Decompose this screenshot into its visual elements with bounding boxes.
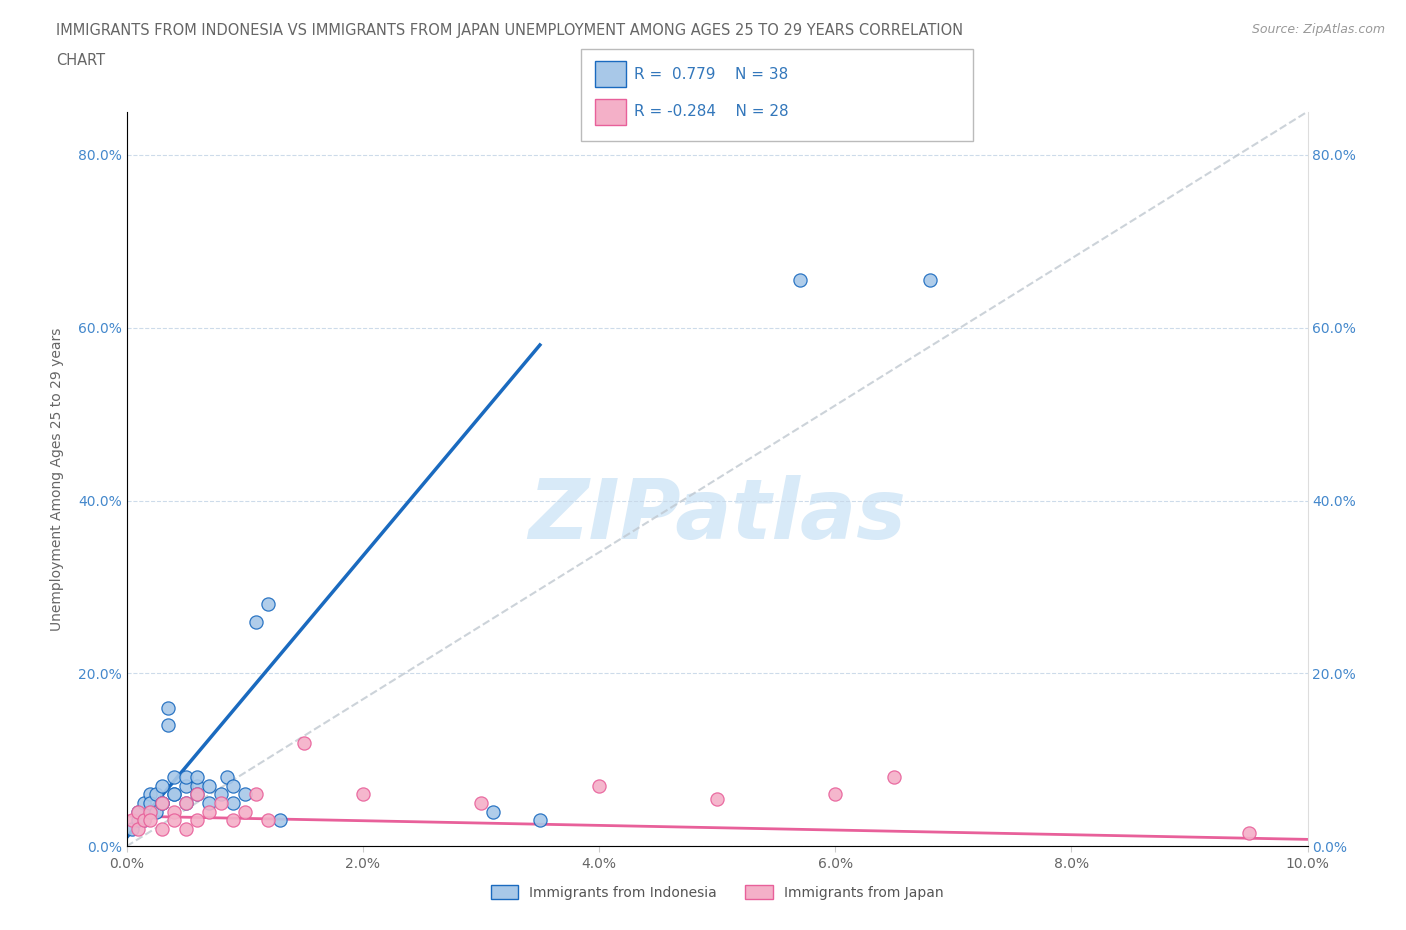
Point [163, 813, 186, 828]
Point [150, 796, 173, 811]
Point [918, 272, 941, 287]
Point [215, 770, 238, 785]
Point [127, 804, 149, 819]
Point [529, 813, 551, 828]
Point [121, 813, 143, 828]
Point [209, 787, 232, 802]
Point [588, 778, 610, 793]
Point [139, 813, 162, 828]
Point [209, 796, 232, 811]
Point [292, 735, 315, 750]
Point [145, 787, 167, 802]
Point [883, 770, 905, 785]
Text: CHART: CHART [56, 53, 105, 68]
Point [269, 813, 291, 828]
Point [156, 718, 179, 733]
Point [174, 796, 197, 811]
Point [222, 813, 245, 828]
Text: R = -0.284    N = 28: R = -0.284 N = 28 [634, 104, 789, 119]
Point [139, 787, 162, 802]
Point [156, 700, 179, 715]
Point [222, 796, 245, 811]
Point [186, 778, 208, 793]
Point [245, 614, 267, 629]
Point [233, 787, 256, 802]
Point [174, 770, 197, 785]
Point [145, 804, 167, 819]
Text: ZIPatlas: ZIPatlas [529, 475, 905, 556]
Point [139, 804, 162, 819]
Text: IMMIGRANTS FROM INDONESIA VS IMMIGRANTS FROM JAPAN UNEMPLOYMENT AMONG AGES 25 TO: IMMIGRANTS FROM INDONESIA VS IMMIGRANTS … [56, 23, 963, 38]
Point [174, 821, 197, 836]
Point [139, 796, 162, 811]
Text: R =  0.779    N = 38: R = 0.779 N = 38 [634, 67, 789, 82]
Point [150, 796, 173, 811]
Point [163, 770, 186, 785]
Point [163, 787, 186, 802]
Legend: Immigrants from Indonesia, Immigrants from Japan: Immigrants from Indonesia, Immigrants fr… [485, 880, 949, 906]
Point [1237, 826, 1260, 841]
Point [481, 804, 503, 819]
Point [150, 796, 173, 811]
Point [127, 813, 149, 828]
Point [706, 791, 728, 806]
Point [789, 272, 811, 287]
Point [824, 787, 846, 802]
Point [121, 821, 143, 836]
Point [257, 813, 280, 828]
Point [233, 804, 256, 819]
Point [257, 597, 280, 612]
Point [150, 778, 173, 793]
Point [134, 813, 156, 828]
Point [198, 804, 221, 819]
Point [163, 804, 186, 819]
Point [470, 796, 492, 811]
Point [174, 796, 197, 811]
Point [352, 787, 374, 802]
Point [163, 787, 186, 802]
Point [150, 821, 173, 836]
Point [139, 804, 162, 819]
Point [245, 787, 267, 802]
Point [186, 813, 208, 828]
Point [198, 778, 221, 793]
Point [198, 796, 221, 811]
Text: Source: ZipAtlas.com: Source: ZipAtlas.com [1251, 23, 1385, 36]
Point [134, 813, 156, 828]
Point [222, 778, 245, 793]
Point [186, 787, 208, 802]
Point [127, 804, 149, 819]
Point [186, 770, 208, 785]
Y-axis label: Unemployment Among Ages 25 to 29 years: Unemployment Among Ages 25 to 29 years [51, 327, 63, 631]
Point [174, 778, 197, 793]
Point [186, 787, 208, 802]
Point [134, 796, 156, 811]
Point [127, 821, 149, 836]
